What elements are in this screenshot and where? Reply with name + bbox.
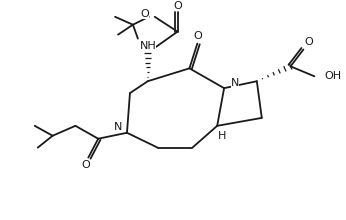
Text: O: O <box>140 9 149 19</box>
Text: N: N <box>113 122 122 132</box>
Text: O: O <box>173 1 182 11</box>
Text: NH: NH <box>139 40 156 51</box>
Text: O: O <box>81 160 90 170</box>
Text: H: H <box>218 131 226 141</box>
Text: OH: OH <box>324 71 342 81</box>
Text: N: N <box>231 78 239 88</box>
Text: O: O <box>193 31 202 41</box>
Text: O: O <box>304 37 313 47</box>
